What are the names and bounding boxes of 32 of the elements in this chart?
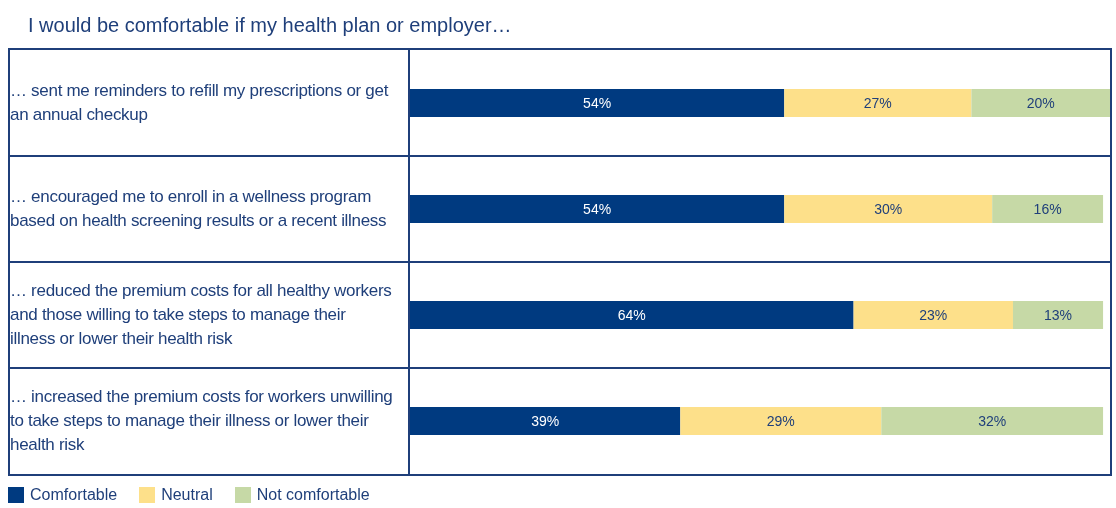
- chart-title: I would be comfortable if my health plan or employer…: [27, 13, 513, 38]
- bar: [784, 89, 972, 117]
- bar: [784, 195, 993, 223]
- bar: [881, 407, 1104, 435]
- bar: [410, 195, 785, 223]
- y-tick-label: … encouraged me to enroll in a wellness program based on health screening results or a recent illness: [10, 186, 388, 232]
- data-label: 54%: [583, 94, 612, 111]
- data-label: 20%: [1026, 94, 1055, 111]
- bar: [680, 407, 882, 435]
- data-label: 13%: [1044, 306, 1073, 323]
- bar: [1012, 301, 1104, 329]
- legend-label: Neutral: [161, 486, 213, 504]
- legend-label: Comfortable: [30, 486, 118, 504]
- data-label: 16%: [1033, 200, 1062, 217]
- y-tick-label: … increased the premium costs for workers unwilling to take steps to manage their illness or lower their health risk: [10, 386, 394, 456]
- data-label: 23%: [919, 306, 948, 323]
- data-label: 32%: [978, 412, 1007, 429]
- data-label: 30%: [874, 200, 903, 217]
- bar: [410, 89, 785, 117]
- bar: [992, 195, 1104, 223]
- bar: [410, 301, 854, 329]
- data-label: 54%: [583, 200, 612, 217]
- data-label: 29%: [766, 412, 795, 429]
- data-label: 39%: [531, 412, 560, 429]
- data-label: 27%: [863, 94, 892, 111]
- bar: [853, 301, 1013, 329]
- legend-label: Not comfortable: [256, 486, 370, 504]
- y-tick-label: … sent me reminders to refill my prescriptions or get an annual checkup: [10, 80, 390, 126]
- bar: [410, 407, 681, 435]
- bar: [971, 89, 1110, 117]
- y-tick-label: … reduced the premium costs for all healthy workers and those willing to take steps to manage their illness or lower their health risk: [10, 280, 393, 350]
- data-label: 64%: [617, 306, 646, 323]
